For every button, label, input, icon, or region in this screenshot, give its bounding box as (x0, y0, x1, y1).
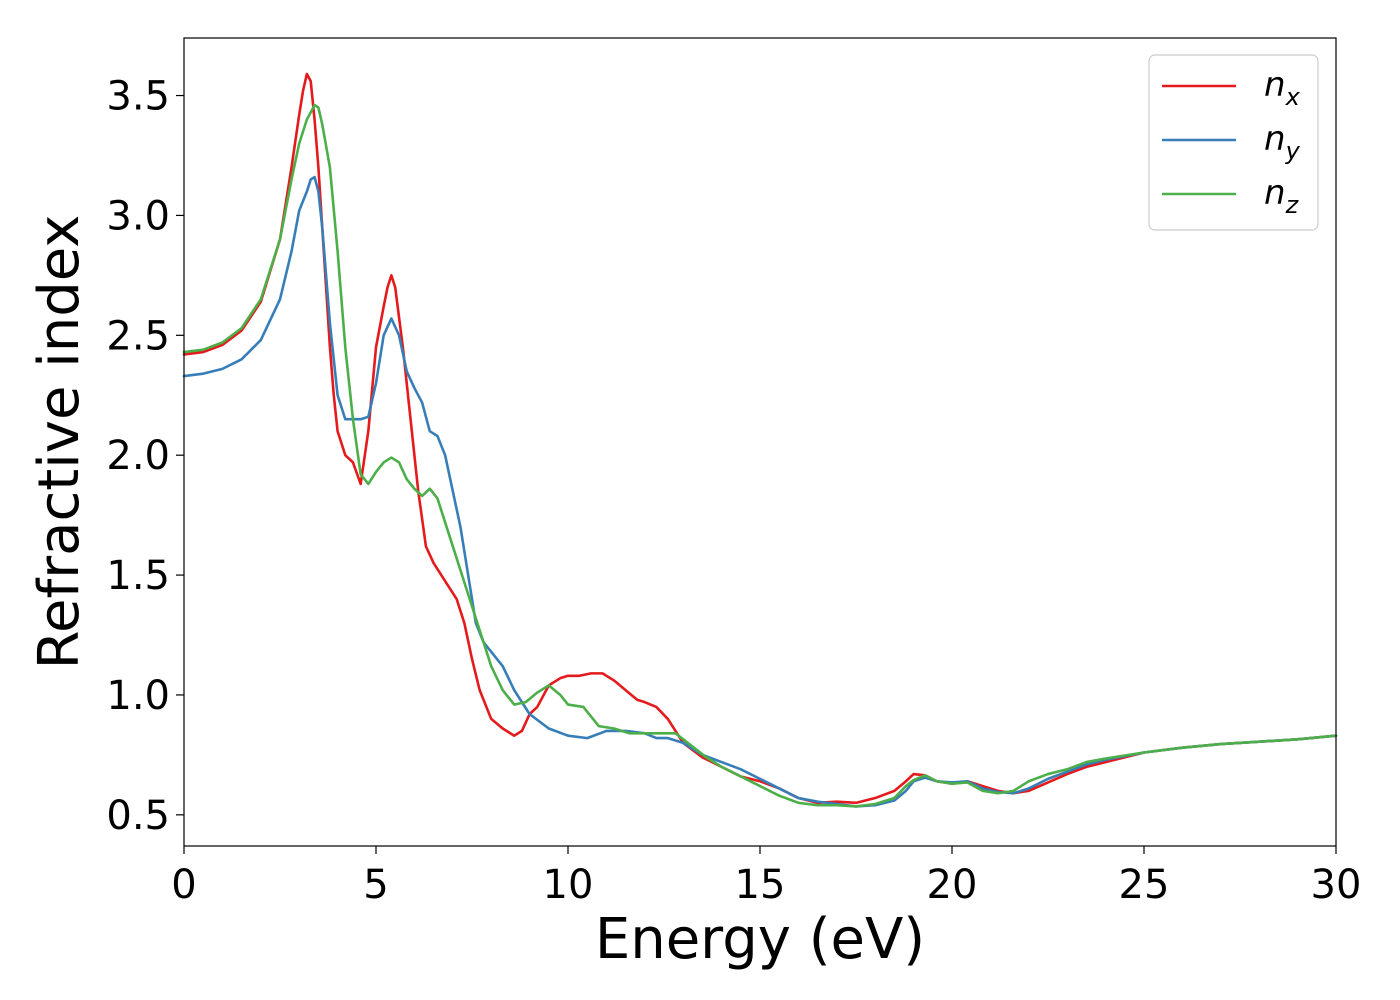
legend-label-z: nz (1264, 173, 1300, 219)
ticks-layer: 0 5 10 15 20 25 30 0.5 1.0 1.5 2.0 2.5 3.0 3.5 (106, 74, 1361, 908)
x-tick-label: 10 (543, 862, 594, 908)
legend-label-x: nx (1264, 65, 1301, 111)
x-tick-label: 5 (363, 862, 388, 908)
y-tick-label: 3.5 (106, 74, 170, 120)
y-tick-label: 2.5 (106, 313, 170, 359)
legend-box (1148, 54, 1319, 231)
x-tick-label: 25 (1119, 862, 1170, 908)
y-tick-label: 1.0 (106, 673, 170, 719)
series-line-y (182, 175, 1338, 808)
series-layer (182, 72, 1338, 808)
series-line-z (182, 103, 1338, 808)
y-tick-label: 3.0 (106, 193, 170, 239)
y-tick-label: 0.5 (106, 793, 170, 839)
x-tick-label: 15 (735, 862, 786, 908)
x-tick-label: 0 (171, 862, 196, 908)
legend-label-y: ny (1264, 119, 1301, 165)
y-tick-label: 2.0 (106, 433, 170, 479)
x-tick-label: 30 (1311, 862, 1362, 908)
y-tick-label: 1.5 (106, 553, 170, 599)
x-axis-title: Energy (eV) (595, 907, 925, 972)
x-tick-label: 20 (927, 862, 978, 908)
legend: nx ny nz (1148, 54, 1319, 231)
y-axis-title: Refractive index (27, 215, 92, 670)
